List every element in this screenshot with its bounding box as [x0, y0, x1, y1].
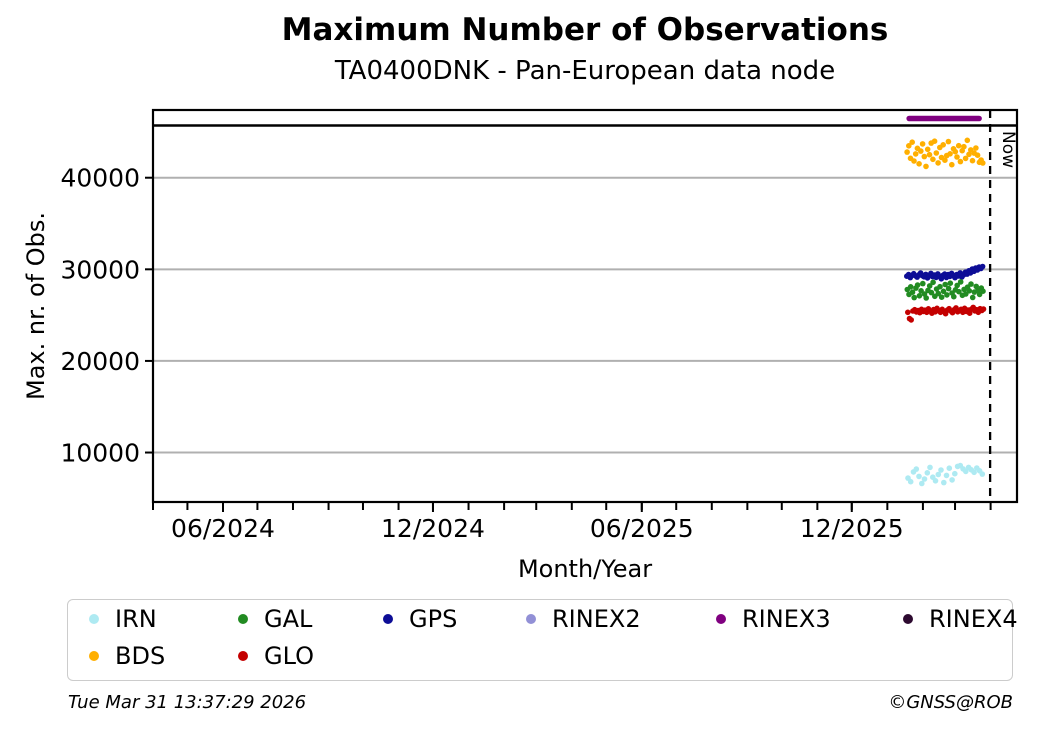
- legend-item-BDS: BDS: [89, 640, 165, 672]
- y-tick-label: 40000: [60, 164, 140, 193]
- y-tick-label: 30000: [60, 255, 140, 284]
- legend-dot-GLO: [238, 651, 248, 661]
- timestamp: Tue Mar 31 13:37:29 2026: [68, 692, 307, 713]
- legend-label: BDS: [115, 642, 166, 670]
- legend-label: RINEX2: [552, 605, 641, 633]
- x-tick-label: 12/2024: [381, 514, 485, 543]
- x-axis-label: Month/Year: [518, 555, 652, 583]
- legend-dot-RINEX3: [716, 614, 726, 624]
- chart-plot-area: 06/2024 12/2024 06/2025 12/2025 10000 20000 30…: [22, 108, 1019, 583]
- series-GPS: [904, 263, 986, 282]
- legend-dot-GPS: [383, 614, 393, 624]
- now-label: Now: [998, 131, 1018, 168]
- y-tick-label: 10000: [60, 439, 140, 468]
- legend-item-RINEX3: RINEX3: [716, 603, 831, 635]
- legend-item-IRN: IRN: [89, 603, 157, 635]
- series-GLO: [905, 304, 987, 323]
- legend-item-GPS: GPS: [383, 603, 457, 635]
- y-axis-label: Max. nr. of Obs.: [22, 212, 50, 400]
- legend-item-RINEX4: RINEX4: [903, 603, 1018, 635]
- legend-dot-GAL: [238, 614, 248, 624]
- y-tick-label: 20000: [60, 347, 140, 376]
- legend-label: RINEX4: [929, 605, 1018, 633]
- legend-item-GAL: GAL: [238, 603, 312, 635]
- plot-border: [151, 108, 1019, 504]
- legend-dot-IRN: [89, 614, 99, 624]
- series-BDS: [904, 137, 986, 170]
- legend-item-GLO: GLO: [238, 640, 314, 672]
- chart-legend: IRN GAL GPS RINEX2 RINEX3 RINEX4 BDS GLO: [67, 599, 1018, 681]
- legend-label: GPS: [409, 605, 458, 633]
- chart-subtitle: TA0400DNK - Pan-European data node: [334, 56, 836, 86]
- series-GAL: [904, 279, 986, 301]
- legend-dot-RINEX4: [903, 614, 913, 624]
- legend-dot-BDS: [89, 651, 99, 661]
- legend-label: IRN: [115, 605, 157, 633]
- x-tick-label: 12/2025: [800, 514, 904, 543]
- legend-item-RINEX2: RINEX2: [526, 603, 641, 635]
- chart-title: Maximum Number of Observations: [281, 12, 889, 48]
- x-tick-label: 06/2025: [590, 514, 694, 543]
- x-tick-label: 06/2024: [171, 514, 275, 543]
- series-IRN: [905, 462, 986, 487]
- legend-dot-RINEX2: [526, 614, 536, 624]
- legend-label: RINEX3: [742, 605, 831, 633]
- legend-label: GAL: [264, 605, 313, 633]
- credit: ©GNSS@ROB: [888, 692, 1013, 713]
- legend-label: GLO: [264, 642, 315, 670]
